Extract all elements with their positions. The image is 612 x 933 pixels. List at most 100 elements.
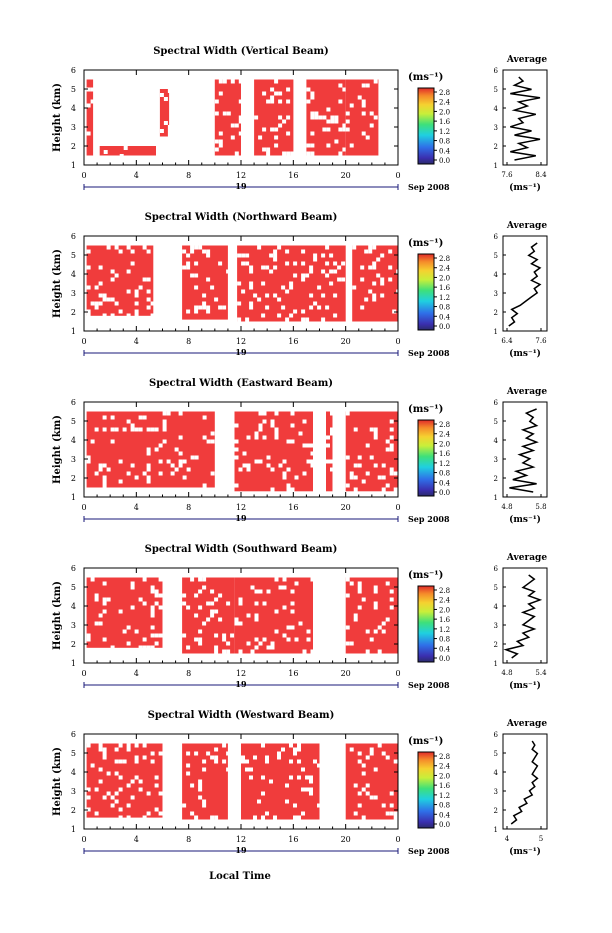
heatmap-gap [258,589,263,594]
heatmap-gap [146,645,151,650]
heatmap-gap [230,135,235,140]
colorbar-tick-label: 0.8 [439,802,450,810]
heatmap-gap [285,799,289,804]
heatmap-gap [389,443,394,448]
avg-y-tick-label: 1 [494,328,498,336]
heatmap-gap [290,589,295,594]
heatmap-gap [265,305,270,310]
heatmap-gap [265,755,269,760]
heatmap-gap [353,613,358,618]
heatmap-gap [357,463,362,468]
heatmap-gap [377,625,382,630]
heatmap-gap [241,253,246,258]
colorbar-tick-label: 2.0 [439,274,450,282]
avg-y-tick-label: 1 [494,826,498,834]
heatmap-gap [372,281,377,286]
colorbar-tick-label: 2.4 [439,265,451,273]
heatmap-gap [150,759,155,764]
heatmap-gap [162,439,167,444]
heatmap-gap [134,293,139,298]
heatmap-gap [372,297,377,302]
heatmap-gap [238,621,243,626]
heatmap-gap [285,783,289,788]
avg-y-tick-label: 6 [494,233,499,241]
heatmap-gap [86,265,91,270]
heatmap-gap [365,783,370,788]
heatmap-gap [246,435,251,440]
heatmap-gap [393,815,398,820]
heatmap-gap [130,261,135,266]
x-tick-label: 8 [186,835,191,844]
heatmap-gap [368,265,373,270]
heatmap-gap [282,577,287,582]
heatmap-gap [182,803,187,808]
x-tick-label: 4 [134,835,139,844]
heatmap-gap [90,301,95,306]
heatmap-gap [389,467,394,472]
heatmap-gap [138,427,143,432]
heatmap-gap [206,305,211,310]
x-tick-label: 16 [288,669,298,678]
colorbar-tick-label: 2.8 [439,89,450,97]
heatmap-gap [167,129,172,133]
heatmap-gap [282,471,287,476]
heatmap-gap [274,577,279,582]
x-tick-label: 20 [341,503,351,512]
heatmap-gap [210,285,215,290]
heatmap-gap [297,759,301,764]
colorbar-tick-label: 2.8 [439,255,450,263]
colorbar-tick-label: 0.0 [439,655,450,663]
heatmap-gap [301,317,306,322]
day-label: 19 [235,845,247,855]
y-tick-label: 6 [71,730,76,739]
y-tick-label: 3 [71,621,76,630]
heatmap-gap [322,115,327,120]
heatmap-gap [317,285,322,290]
heatmap-gap [325,261,330,266]
heatmap-gap [222,743,227,748]
x-tick-label: 0 [81,503,86,512]
heatmap-gap [309,775,313,780]
heatmap-gap [94,811,99,816]
y-tick-label: 3 [71,455,76,464]
heatmap-gap [277,751,281,756]
heatmap-gap [218,139,223,144]
avg-y-tick-label: 6 [494,67,499,75]
heatmap-gap [186,751,191,756]
heatmap-gap [190,245,195,250]
avg-y-tick-label: 3 [494,124,498,132]
date-label: Sep 2008 [408,514,450,524]
heatmap-gap [198,637,203,642]
heatmap-gap [249,281,254,286]
heatmap-gap [369,455,374,460]
heatmap-gap [365,755,370,760]
colorbar-tick-label: 1.6 [439,118,451,126]
heatmap-gap [110,313,115,318]
heatmap-gap [278,115,283,120]
heatmap-gap [198,779,203,784]
y-tick-label: 4 [71,602,76,611]
heatmap-gap [301,309,306,314]
heatmap-gap [282,605,287,610]
heatmap-gap [334,139,339,144]
heatmap-gap [118,249,123,254]
heatmap-gap [250,585,255,590]
day-label: 19 [235,679,247,689]
avg-y-tick-label: 6 [494,731,499,739]
heatmap-gap [98,281,103,286]
heatmap-gap [364,249,369,254]
heatmap-gap [134,629,139,634]
heatmap-cell-block [86,411,215,488]
heatmap-gap [368,249,373,254]
heatmap-gap [246,467,251,472]
heatmap-gap [289,759,293,764]
heatmap-gap [94,285,99,290]
heatmap-gap [238,597,243,602]
heatmap-gap [194,637,199,642]
avg-profile-line [510,740,539,825]
heatmap-gap [278,585,283,590]
heatmap-gap [258,135,263,140]
heatmap-gap [202,767,207,772]
heatmap-gap [269,779,273,784]
heatmap-gap [214,99,219,104]
